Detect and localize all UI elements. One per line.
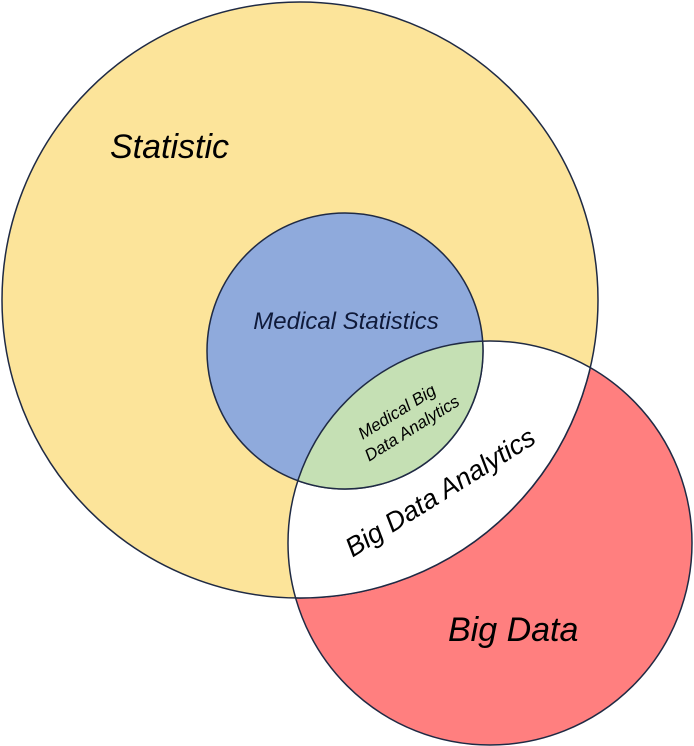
big-data-boundary-arc (287, 340, 598, 598)
big-data-label: Big Data (448, 611, 578, 649)
statistic-label: Statistic (110, 128, 229, 166)
medical-statistics-label: Medical Statistics (253, 308, 438, 335)
statistic-boundary-arc (288, 341, 599, 599)
medical-statistics-boundary-arc (288, 341, 484, 490)
